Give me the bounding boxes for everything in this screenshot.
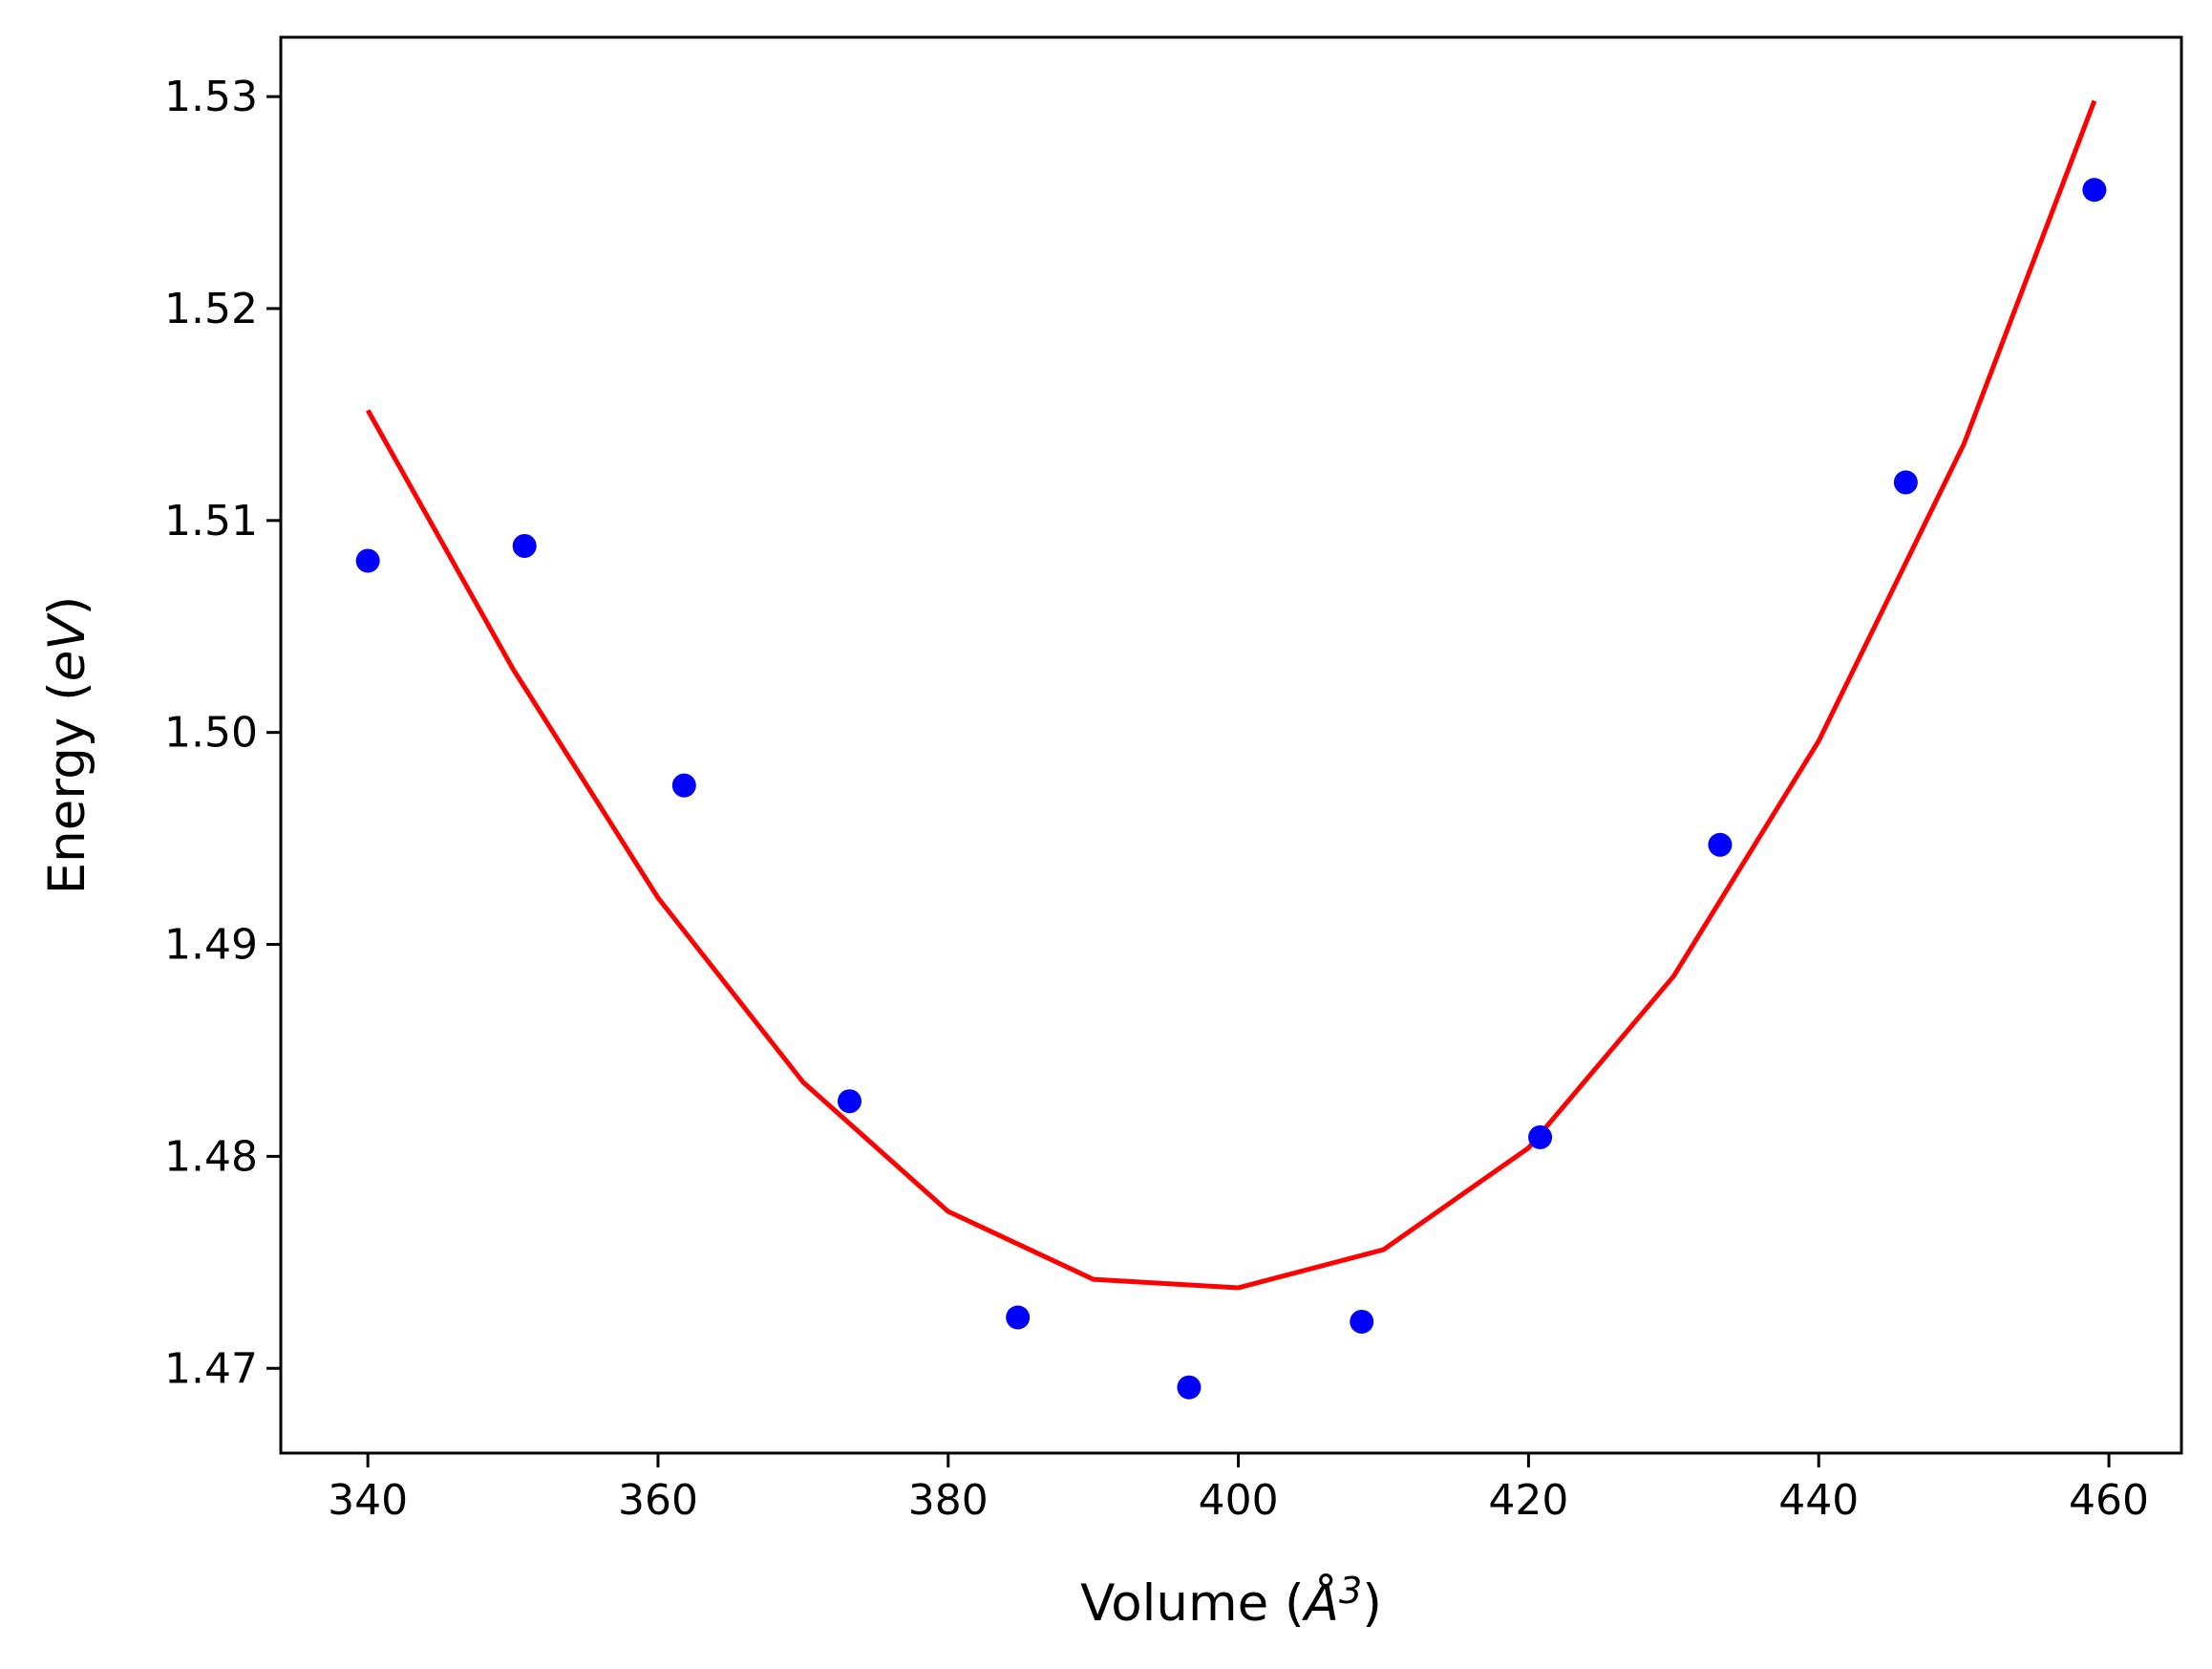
y-tick-label-1: 1.48 bbox=[164, 1132, 258, 1181]
data-point-8 bbox=[1708, 832, 1733, 857]
data-point-10 bbox=[2082, 178, 2107, 203]
y-axis: 1.47 1.48 1.49 1.50 1.51 1.52 1.53 bbox=[164, 73, 281, 1393]
x-tick-label-2: 380 bbox=[908, 1476, 989, 1525]
x-tick-label-6: 460 bbox=[2069, 1476, 2149, 1525]
y-tick-label-2: 1.49 bbox=[164, 921, 258, 970]
data-point-6 bbox=[1350, 1309, 1374, 1334]
y-tick-label-4: 1.51 bbox=[164, 497, 258, 546]
x-tick-label-4: 420 bbox=[1488, 1476, 1568, 1525]
data-point-5 bbox=[1177, 1375, 1202, 1400]
x-axis: 340 360 380 400 420 440 460 bbox=[328, 1453, 2149, 1525]
data-point-9 bbox=[1893, 470, 1918, 495]
y-tick-label-0: 1.47 bbox=[164, 1344, 258, 1393]
plot-layer bbox=[355, 99, 2107, 1400]
data-point-0 bbox=[355, 548, 380, 573]
x-tick-label-5: 440 bbox=[1778, 1476, 1859, 1525]
fit-curve-line bbox=[365, 99, 2097, 1291]
x-tick-label-1: 360 bbox=[618, 1476, 698, 1525]
data-point-4 bbox=[1006, 1305, 1031, 1330]
x-tick-label-0: 340 bbox=[328, 1476, 408, 1525]
data-point-1 bbox=[512, 533, 537, 558]
plot-frame bbox=[279, 35, 2183, 1455]
y-axis-label: Energy (eV) bbox=[38, 596, 96, 895]
data-point-3 bbox=[837, 1089, 861, 1114]
y-tick-label-3: 1.50 bbox=[164, 709, 258, 758]
y-tick-label-6: 1.53 bbox=[164, 73, 258, 121]
data-point-7 bbox=[1528, 1124, 1553, 1149]
y-tick-label-5: 1.52 bbox=[164, 285, 258, 333]
x-axis-label: Volume (Å3) bbox=[1080, 1570, 1382, 1633]
x-tick-label-3: 400 bbox=[1199, 1476, 1279, 1525]
data-point-2 bbox=[671, 773, 696, 798]
